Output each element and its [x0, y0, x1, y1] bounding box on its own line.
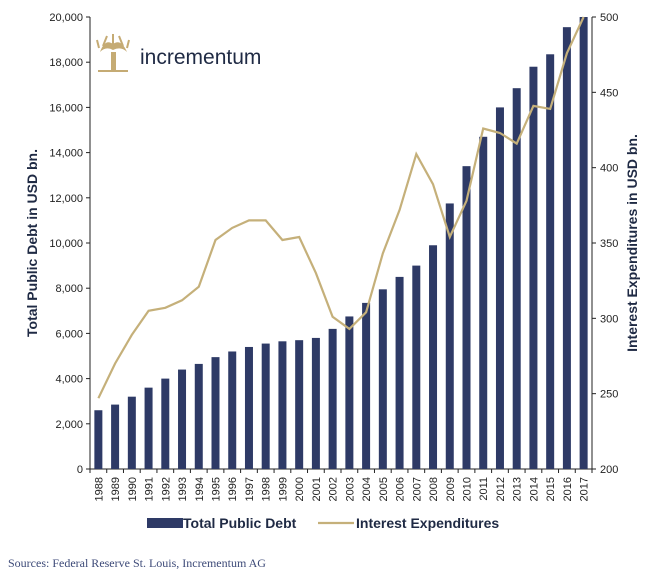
debt-bar	[395, 276, 404, 469]
x-tick-label: 2008	[428, 477, 440, 501]
x-tick-label: 2013	[512, 477, 524, 501]
x-tick-label: 1999	[277, 477, 289, 501]
x-tick-label: 2011	[478, 477, 490, 501]
debt-bar	[579, 17, 588, 469]
debt-bar	[127, 396, 136, 469]
x-tick-label: 2005	[378, 477, 390, 501]
legend: Total Public Debt Interest Expenditures	[147, 515, 499, 531]
debt-bar	[495, 107, 504, 470]
x-tick-label: 1991	[144, 477, 156, 501]
y-left-tick-label: 2,000	[55, 419, 83, 431]
x-tick-label: 2009	[445, 477, 457, 501]
debt-bar	[529, 66, 538, 469]
legend-debt-label: Total Public Debt	[183, 515, 297, 531]
debt-bar	[244, 346, 253, 469]
x-tick-label: 1990	[127, 477, 139, 501]
debt-bar	[479, 136, 488, 469]
x-tick-label: 2017	[579, 477, 591, 501]
x-tick-label: 2000	[294, 477, 306, 501]
x-tick-label: 2012	[495, 477, 507, 501]
debt-bar	[178, 369, 187, 469]
debt-bar	[362, 302, 371, 469]
debt-bar	[412, 265, 421, 469]
debt-bar	[111, 404, 120, 469]
y-left-tick-label: 14,000	[49, 148, 83, 160]
y-left-tick-label: 16,000	[49, 102, 83, 114]
debt-bar	[194, 363, 203, 469]
x-tick-label: 2010	[462, 477, 474, 501]
debt-bar	[512, 88, 521, 469]
x-tick-label: 2015	[545, 477, 557, 501]
x-tick-label: 2016	[562, 477, 574, 501]
y-left-ticks: 0 2,000 4,000 6,000 8,000 10,000 12,000 14,000 1…	[49, 12, 90, 476]
debt-bar	[161, 378, 170, 469]
x-tick-label: 2004	[361, 477, 373, 501]
x-tick-label: 1996	[227, 477, 239, 501]
debt-bar	[278, 341, 287, 469]
source-note: Sources: Federal Reserve St. Louis, Incr…	[8, 556, 266, 570]
x-tick-label: 2006	[395, 477, 407, 501]
debt-bar	[228, 351, 237, 469]
debt-bar	[311, 337, 320, 469]
incrementum-tree-icon	[96, 34, 130, 72]
x-tick-label: 1997	[244, 477, 256, 501]
logo-text: incrementum	[140, 46, 261, 69]
debt-bar	[328, 328, 337, 469]
x-tick-label: 1993	[177, 477, 189, 501]
y-right-tick-label: 200	[600, 464, 618, 476]
debt-bar	[94, 410, 103, 469]
x-tick-label: 2003	[344, 477, 356, 501]
x-tick-label: 1994	[194, 477, 206, 501]
y-left-tick-label: 4,000	[55, 374, 83, 386]
x-tick-label: 1988	[93, 477, 105, 501]
x-tick-label: 1995	[211, 477, 223, 501]
y-right-tick-label: 400	[600, 163, 618, 175]
x-tick-label: 2001	[311, 477, 323, 501]
debt-bar	[546, 54, 555, 469]
legend-debt-swatch	[147, 518, 183, 528]
debt-bar	[378, 289, 387, 469]
y-right-tick-label: 250	[600, 389, 618, 401]
interest-expenditures-line	[97, 16, 585, 399]
debt-bar	[295, 340, 304, 469]
debt-bar	[445, 203, 454, 469]
x-tick-label: 1992	[160, 477, 172, 501]
y-left-tick-label: 10,000	[49, 238, 83, 250]
y-left-tick-label: 12,000	[49, 193, 83, 205]
x-tick-label: 1998	[261, 477, 273, 501]
debt-bar	[562, 27, 571, 469]
y-right-tick-label: 500	[600, 12, 618, 24]
x-tick-label: 2002	[328, 477, 340, 501]
y-left-tick-label: 8,000	[55, 283, 83, 295]
y-left-tick-label: 18,000	[49, 57, 83, 69]
y-right-axis-title: Interest Expenditures in USD bn.	[624, 134, 640, 352]
y-right-ticks: 200 250 300 350 400 450 500	[592, 12, 618, 476]
debt-bars	[94, 17, 588, 470]
debt-bar	[345, 316, 354, 469]
y-left-axis-title: Total Public Debt in USD bn.	[24, 149, 40, 337]
x-ticks: 1988 1989 1990 1991 1992 1993 1994 1995 1996 1997…	[89, 469, 593, 501]
y-left-tick-label: 20,000	[49, 12, 83, 24]
legend-interest-label: Interest Expenditures	[356, 515, 499, 531]
y-left-tick-label: 6,000	[55, 328, 83, 340]
y-right-tick-label: 450	[600, 87, 618, 99]
x-tick-label: 1989	[110, 477, 122, 501]
y-right-tick-label: 300	[600, 313, 618, 325]
y-left-tick-label: 0	[77, 464, 83, 476]
logo: incrementum	[96, 34, 261, 72]
x-tick-label: 2014	[528, 477, 540, 501]
x-tick-label: 2007	[411, 477, 423, 501]
debt-bar	[462, 166, 471, 469]
debt-bar	[429, 245, 438, 469]
y-right-tick-label: 350	[600, 238, 618, 250]
debt-bar	[261, 343, 270, 469]
debt-bar	[211, 357, 220, 469]
debt-bar	[144, 387, 153, 469]
